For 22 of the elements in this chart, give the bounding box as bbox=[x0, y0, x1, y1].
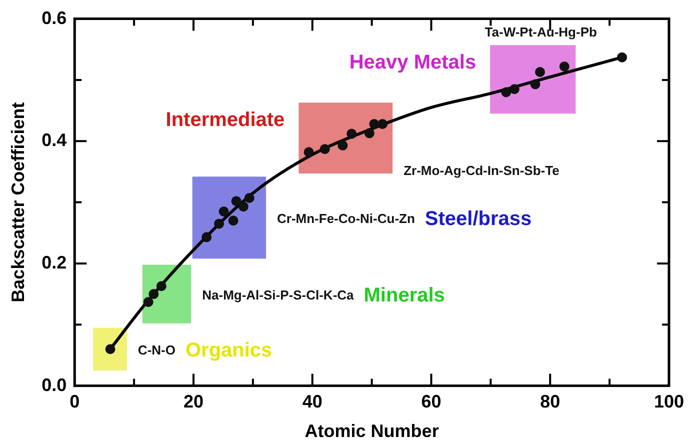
band-label: Organics bbox=[185, 340, 272, 362]
x-tick-label: 60 bbox=[421, 392, 442, 412]
annotation: Cr-Mn-Fe-Co-Ni-Cu-Zn bbox=[277, 211, 415, 226]
band-label: Heavy Metals bbox=[349, 52, 476, 74]
band-label: Minerals bbox=[364, 284, 445, 307]
x-tick-label: 100 bbox=[654, 392, 684, 412]
y-axis-title: Backscatter Coefficient bbox=[8, 102, 28, 302]
x-tick-label: 40 bbox=[302, 392, 322, 412]
x-tick-label: 20 bbox=[183, 392, 204, 412]
band-label: Intermediate bbox=[166, 109, 285, 132]
band-label: Steel/brass bbox=[424, 208, 532, 230]
text: 0.0 bbox=[42, 374, 67, 395]
annotation: C-N-O bbox=[138, 342, 176, 358]
annotation: Zr-Mo-Ag-Cd-In-Sn-Sb-Te bbox=[404, 163, 560, 178]
annotation: Na-Mg-Al-Si-P-S-Cl-K-Ca bbox=[202, 288, 355, 303]
y-tick-label: 0.6 bbox=[42, 8, 67, 28]
annotation: Ta-W-Pt-Au-Hg-Pb bbox=[484, 24, 597, 40]
x-tick-label: 80 bbox=[540, 392, 560, 412]
y-tick-label: 0.4 bbox=[42, 130, 67, 150]
x-axis-title: Atomic Number bbox=[304, 421, 439, 442]
y-tick-label: 0.2 bbox=[42, 252, 67, 272]
x-tick-label: 0 bbox=[70, 392, 80, 412]
